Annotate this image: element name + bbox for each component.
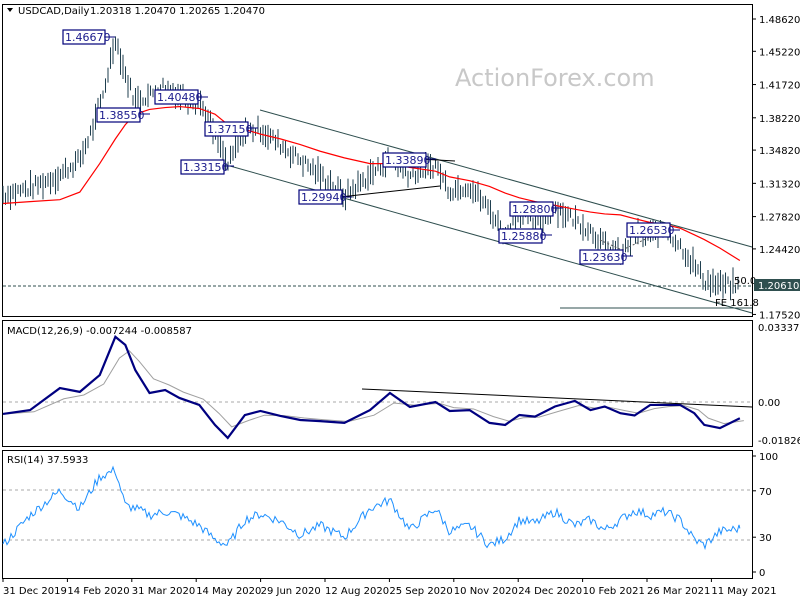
date-axis-tick-label: 14 Feb 2020 xyxy=(67,586,129,597)
date-axis-tick-label: 26 Mar 2021 xyxy=(647,586,710,597)
price-axis-tick-label: 1.41720 xyxy=(759,81,800,92)
svg-text:1.33150: 1.33150 xyxy=(183,161,229,174)
date-axis-tick-label: 31 Dec 2019 xyxy=(3,586,67,597)
date-axis-tick-label: 24 Dec 2020 xyxy=(518,586,582,597)
date-axis-tick-label: 10 Feb 2021 xyxy=(583,586,645,597)
price-axis-tick-label: 1.48620 xyxy=(759,15,800,26)
price-axis-tick-label: 1.38220 xyxy=(759,114,800,125)
svg-text:1.40480: 1.40480 xyxy=(157,91,203,104)
current-price-tag xyxy=(754,279,800,291)
macd-axis-tick-label: -0.018262 xyxy=(758,436,800,447)
date-axis-tick-label: 29 Jun 2020 xyxy=(261,586,321,597)
svg-text:1.33890: 1.33890 xyxy=(385,154,431,167)
price-axis-tick-label: 1.24420 xyxy=(759,245,800,256)
macd-axis: 0.03337 0.00 -0.018262 xyxy=(758,323,800,447)
watermark: ActionForex.com xyxy=(455,64,655,92)
annotation-label: 1.25880 xyxy=(498,228,552,244)
svg-text:1.28800: 1.28800 xyxy=(512,203,558,216)
price-axis-tick-label: 1.27820 xyxy=(759,213,800,224)
date-axis-tick-label: 31 Mar 2020 xyxy=(132,586,195,597)
annotation-label: 1.23630 xyxy=(579,249,633,265)
price-axis-tick-label: 1.17520 xyxy=(759,310,800,321)
rsi-panel[interactable] xyxy=(2,450,753,579)
annotation-label: 1.46670 xyxy=(62,29,115,45)
level-50-label: 50.0 xyxy=(734,276,756,287)
svg-text:1.26530: 1.26530 xyxy=(629,224,675,237)
date-axis-tick-label: 12 Aug 2020 xyxy=(325,586,389,597)
rsi-axis: 100 70 30 0 xyxy=(752,452,778,579)
symbol-label: USDCAD,Daily xyxy=(18,6,89,17)
svg-text:1.37150: 1.37150 xyxy=(207,123,253,136)
macd-panel[interactable] xyxy=(2,320,753,447)
date-axis: 31 Dec 2019 14 Feb 2020 31 Mar 2020 14 May … xyxy=(2,578,777,597)
fe-161-label: FE 161.8 xyxy=(715,298,759,309)
price-axis-tick-label: 1.34820 xyxy=(759,146,800,157)
date-axis-tick-label: 25 Sep 2020 xyxy=(389,586,452,597)
macd-axis-tick-label: 0.00 xyxy=(758,398,780,409)
rsi-axis-tick-label: 0 xyxy=(759,568,765,579)
macd-trendline xyxy=(361,388,753,408)
annotation-label: 1.37150 xyxy=(204,121,258,137)
annotation-label: 1.38550 xyxy=(96,107,150,123)
price-axis-tick-label: 1.31320 xyxy=(759,179,800,190)
date-axis-tick-label: 11 May 2021 xyxy=(711,586,776,597)
support-trendline xyxy=(339,185,441,198)
current-price-label: 1.20610 xyxy=(758,281,799,292)
svg-text:1.38550: 1.38550 xyxy=(99,109,145,122)
price-axis-tick-label: 1.45220 xyxy=(759,47,800,58)
price-annotations: 1.46670 1.38550 1.40480 1.37150 1.33150 … xyxy=(62,29,680,265)
annotation-label: 1.33150 xyxy=(180,159,234,175)
annotation-label: 1.40480 xyxy=(154,89,208,105)
svg-text:1.29940: 1.29940 xyxy=(301,191,347,204)
rsi-title: RSI(14) 37.5933 xyxy=(7,455,88,466)
svg-text:1.23630: 1.23630 xyxy=(582,251,628,264)
rsi-line xyxy=(2,465,741,551)
svg-text:1.25880: 1.25880 xyxy=(501,230,547,243)
annotation-label: 1.33890 xyxy=(382,152,436,168)
dropdown-triangle-icon[interactable] xyxy=(7,8,13,12)
date-axis-tick-label: 14 May 2020 xyxy=(196,586,261,597)
rsi-axis-tick-label: 100 xyxy=(759,452,778,463)
macd-title: MACD(12,26,9) -0.007244 -0.008587 xyxy=(7,326,192,337)
svg-text:1.46670: 1.46670 xyxy=(65,31,111,44)
price-axis: 1.48620 1.45220 1.41720 1.38220 1.34820 1.313… xyxy=(752,15,800,321)
annotation-label: 1.28800 xyxy=(509,201,563,217)
rsi-axis-tick-label: 30 xyxy=(759,533,772,544)
date-axis-tick-label: 10 Nov 2020 xyxy=(454,586,518,597)
macd-main-line xyxy=(2,335,741,440)
annotation-label: 1.29940 xyxy=(298,189,352,205)
macd-axis-tick-label: 0.03337 xyxy=(758,323,799,334)
ohlc-values: 1.20318 1.20470 1.20265 1.20470 xyxy=(90,6,265,17)
annotation-label: 1.26530 xyxy=(626,222,680,238)
rsi-axis-tick-label: 70 xyxy=(759,487,772,498)
